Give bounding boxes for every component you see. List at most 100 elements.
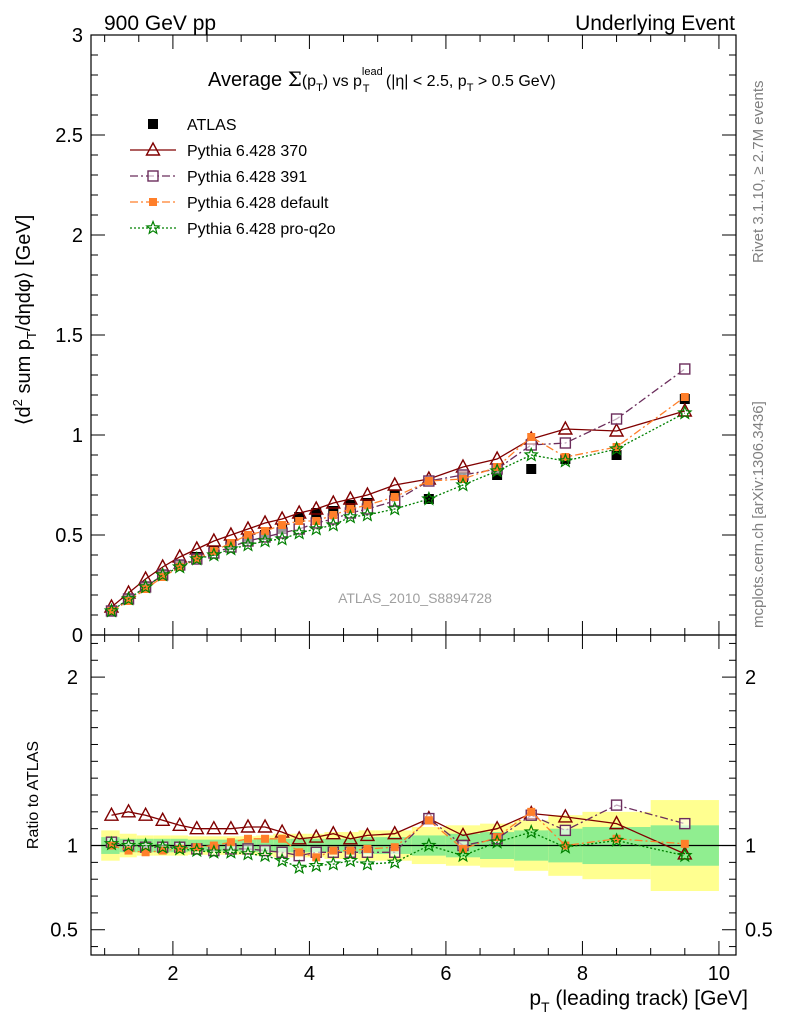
title-sigma-sub: T (316, 82, 323, 94)
data-point (424, 477, 433, 485)
ratio-y-tick-label: 1 (67, 836, 78, 858)
ratio-point (557, 808, 574, 823)
data-point (223, 540, 239, 556)
ratio-point (329, 846, 338, 855)
y-tick-label: 1 (72, 425, 83, 447)
data-point (278, 521, 287, 529)
ratio-point (137, 806, 154, 821)
data-point (103, 602, 120, 618)
data-point (527, 433, 536, 441)
xlabel-sub: T (541, 999, 550, 1015)
ratio-point (172, 816, 188, 832)
ratio-series-layer (103, 799, 693, 875)
x-tick-label: 4 (304, 963, 315, 985)
data-point (120, 590, 137, 606)
ratio-point (455, 847, 471, 863)
title-prefix: Average (208, 69, 288, 91)
ratio-point (278, 834, 287, 843)
ratio-point (561, 841, 570, 850)
ratio-point (612, 834, 621, 843)
ratio-point (527, 807, 536, 816)
header-right: Underlying Event (575, 12, 735, 35)
ratio-point (240, 818, 256, 833)
data-point (342, 508, 359, 524)
y-tick-label: 0 (72, 625, 83, 647)
ratio-y-tick-label-right: 2 (745, 667, 756, 689)
data-point (137, 578, 154, 594)
legend-label: Pythia 6.428 default (187, 195, 329, 212)
data-point (561, 453, 570, 461)
data-point (557, 420, 574, 435)
data-point (171, 558, 188, 574)
legend-label: Pythia 6.428 pro-q2o (187, 221, 336, 238)
ratio-point (387, 825, 403, 840)
ratio-point (171, 840, 188, 856)
ratio-y-tick-label: 2 (67, 667, 78, 689)
data-point (493, 463, 502, 471)
main-ylabel-c: /dηdφ⟩ [GeV] (13, 215, 35, 331)
legend-label: Pythia 6.428 391 (187, 169, 307, 186)
data-point (107, 607, 116, 615)
ratio-point (154, 839, 171, 854)
y-tick-label: 2 (72, 225, 83, 247)
data-point (359, 486, 376, 501)
ratio-point (608, 815, 625, 830)
ratio-point (342, 852, 359, 868)
ratio-y-tick-label-right: 0.5 (745, 920, 773, 942)
data-point (274, 530, 290, 546)
legend-marker (148, 119, 158, 129)
data-point (559, 437, 572, 449)
x-tick-label: 8 (577, 963, 588, 985)
ratio-point (342, 830, 359, 845)
ratio-point (257, 847, 273, 863)
title-cut-rest: > 0.5 GeV) (473, 73, 555, 90)
ratio-point (421, 837, 437, 853)
ratio-point (677, 847, 693, 863)
ratio-point (206, 820, 222, 835)
ratio-point (557, 839, 574, 854)
data-point (329, 511, 338, 519)
ratio-point (308, 857, 324, 873)
ratio-point (608, 832, 625, 848)
ratio-point (291, 830, 307, 845)
ratio-point (312, 853, 321, 862)
data-point (311, 508, 322, 518)
legend-label: ATLAS (187, 117, 237, 134)
y-tick-label: 3 (72, 25, 83, 47)
main-series-layer (103, 363, 693, 618)
rivet-note: Rivet 3.1.10, ≥ 2.7M events (750, 81, 767, 264)
data-point (387, 476, 403, 491)
xlabel-b: (leading track) [GeV] (550, 987, 748, 1010)
ratio-point (274, 852, 290, 868)
ratio-frame (90, 634, 737, 956)
data-point (124, 597, 133, 605)
ratio-point (257, 818, 273, 833)
data-point (308, 520, 324, 536)
legend: ATLAS Pythia 6.428 370 Pythia 6.428 391 Pyt… (130, 117, 336, 238)
legend-label: Pythia 6.428 370 (187, 143, 307, 160)
ratio-point (346, 846, 355, 855)
ratio-point (363, 844, 372, 853)
ratio-point (390, 843, 399, 852)
ratio-point (559, 824, 572, 837)
analysis-watermark: ATLAS_2010_S8894728 (338, 590, 492, 606)
ratio-point (295, 848, 304, 857)
ratio-point (189, 820, 205, 835)
data-point (359, 506, 376, 522)
ratio-point (386, 854, 403, 869)
ratio-point (308, 828, 324, 843)
xlabel: pT (leading track) [GeV] (529, 987, 748, 1015)
data-point (257, 532, 273, 548)
data-point (492, 470, 503, 480)
ratio-point (137, 837, 154, 853)
ratio-point (261, 834, 270, 843)
ratio-point (325, 855, 342, 871)
ratio-point (223, 820, 239, 835)
y-tick-label: 2.5 (55, 125, 83, 147)
data-point (308, 500, 324, 515)
data-point (295, 517, 304, 525)
title-lead-sub: T (363, 83, 370, 95)
data-point (243, 531, 252, 539)
title-cut-sub: T (467, 82, 474, 94)
